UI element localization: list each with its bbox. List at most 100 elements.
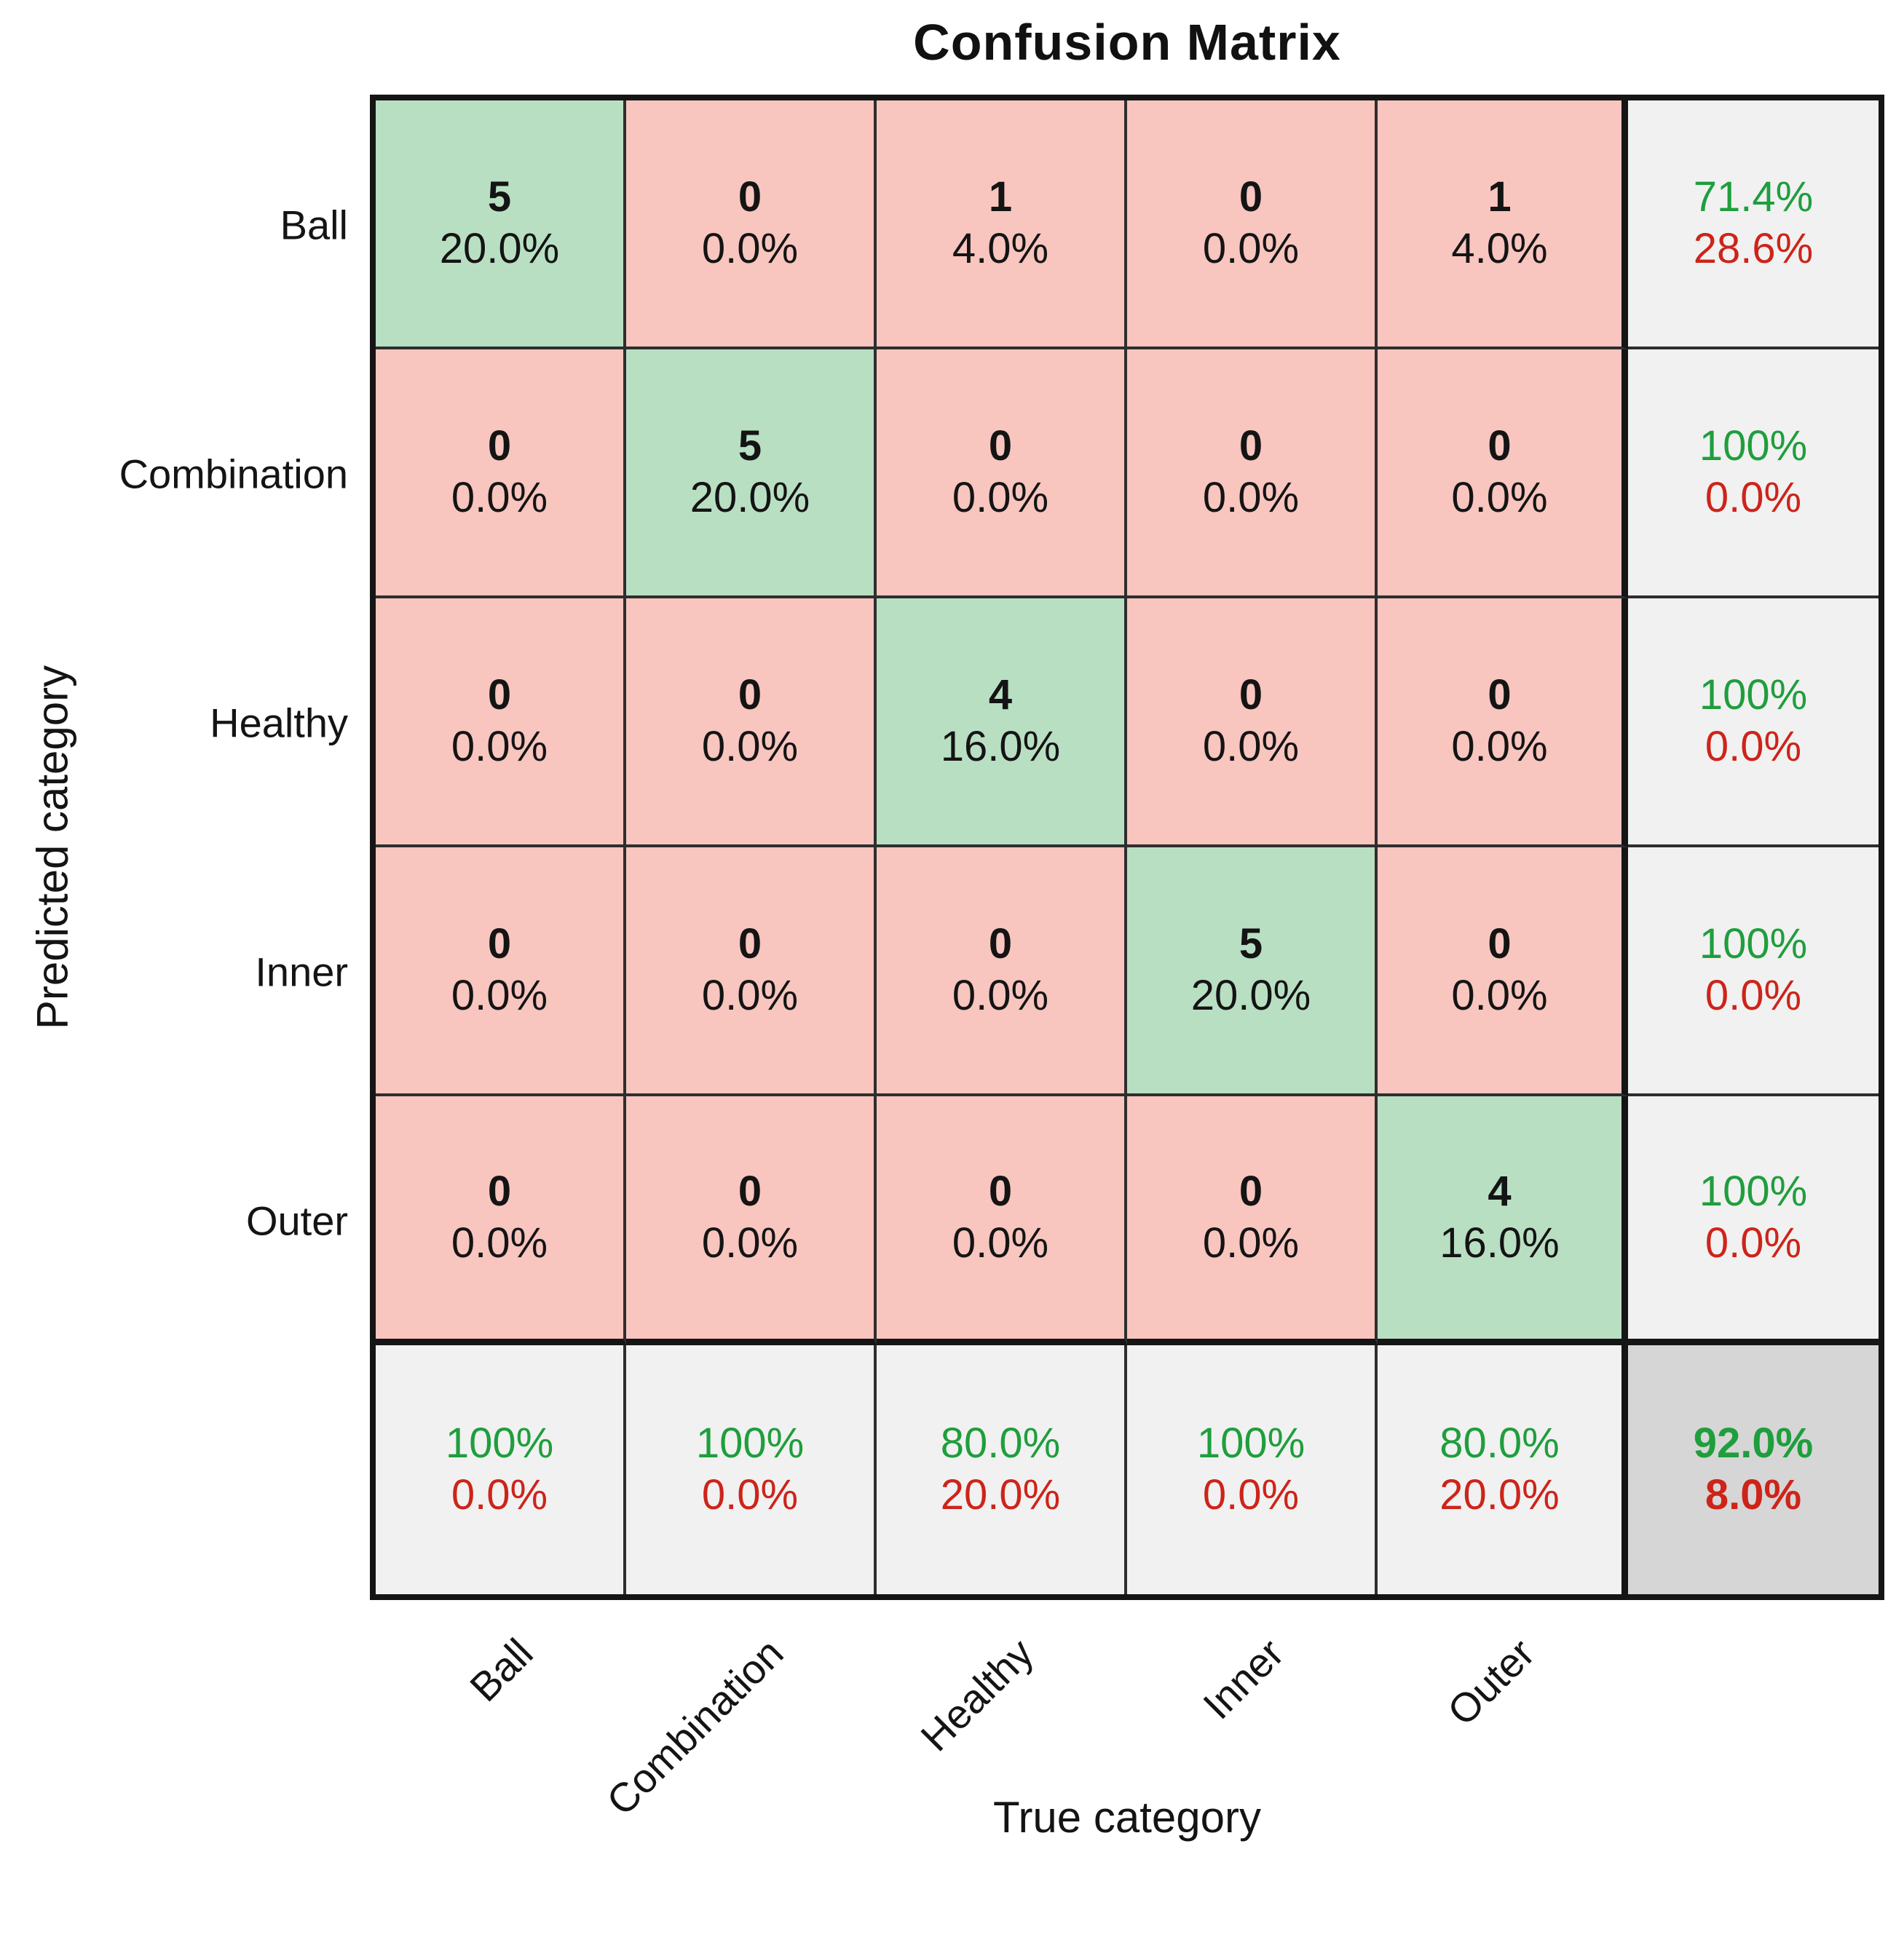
cell-count: 0	[1488, 920, 1512, 968]
cell-percent: 0.0%	[451, 1219, 548, 1267]
cell-count: 0	[738, 1167, 762, 1215]
summary-good-percent: 100%	[1699, 422, 1808, 470]
cell-count: 0	[738, 920, 762, 968]
summary-good-percent: 80.0%	[1439, 1420, 1560, 1468]
col-summary-c0: 100% 0.0%	[376, 1345, 626, 1594]
cell-count: 0	[738, 173, 762, 221]
cell-count: 4	[988, 671, 1013, 719]
cell-percent: 0.0%	[1202, 723, 1300, 770]
cell-count: 1	[988, 173, 1013, 221]
cell-percent: 0.0%	[701, 972, 799, 1019]
cell-percent: 0.0%	[1451, 972, 1548, 1019]
summary-bad-percent: 28.6%	[1693, 225, 1814, 272]
matrix-cell-r0c1: 0 0.0%	[626, 100, 877, 349]
matrix-cell-r4c4: 4 16.0%	[1378, 1096, 1628, 1345]
row-summary-r3: 100% 0.0%	[1628, 847, 1879, 1096]
y-tick-ball: Ball	[280, 202, 348, 248]
matrix-cell-r0c2: 1 4.0%	[877, 100, 1127, 349]
cell-percent: 0.0%	[1451, 723, 1548, 770]
row-summary-r4: 100% 0.0%	[1628, 1096, 1879, 1345]
overall-error-percent: 8.0%	[1704, 1471, 1802, 1519]
cell-percent: 0.0%	[1202, 474, 1300, 521]
summary-bad-percent: 20.0%	[1439, 1471, 1560, 1519]
cell-percent: 20.0%	[439, 225, 560, 272]
cell-count: 0	[988, 1167, 1013, 1215]
summary-bad-percent: 0.0%	[1704, 474, 1802, 521]
cell-percent: 4.0%	[952, 225, 1049, 272]
summary-bad-percent: 0.0%	[1704, 972, 1802, 1019]
cell-percent: 0.0%	[701, 225, 799, 272]
matrix-cell-r4c1: 0 0.0%	[626, 1096, 877, 1345]
cell-percent: 0.0%	[701, 1219, 799, 1267]
summary-bad-percent: 0.0%	[1202, 1471, 1300, 1519]
matrix-cell-r1c0: 0 0.0%	[376, 349, 626, 598]
matrix-cell-r3c0: 0 0.0%	[376, 847, 626, 1096]
matrix-cell-r1c2: 0 0.0%	[877, 349, 1127, 598]
matrix-cell-r2c0: 0 0.0%	[376, 598, 626, 847]
y-tick-inner: Inner	[255, 949, 348, 995]
y-tick-healthy: Healthy	[210, 700, 348, 746]
summary-good-percent: 100%	[1699, 671, 1808, 719]
cell-count: 0	[487, 920, 512, 968]
cell-count: 1	[1488, 173, 1512, 221]
summary-good-percent: 71.4%	[1693, 173, 1814, 221]
matrix-grid: 5 20.0% 0 0.0% 1 4.0% 0 0.0% 1 4.0% 71.4% 28.6…	[370, 95, 1884, 1600]
matrix-cell-r3c4: 0 0.0%	[1378, 847, 1628, 1096]
cell-percent: 0.0%	[451, 723, 548, 770]
summary-bad-percent: 20.0%	[940, 1471, 1061, 1519]
cell-percent: 4.0%	[1451, 225, 1548, 272]
cell-count: 0	[487, 671, 512, 719]
cell-percent: 16.0%	[940, 723, 1061, 770]
row-summary-r1: 100% 0.0%	[1628, 349, 1879, 598]
y-tick-outer: Outer	[245, 1197, 348, 1244]
cell-percent: 0.0%	[1202, 1219, 1300, 1267]
matrix-cell-r2c2: 4 16.0%	[877, 598, 1127, 847]
matrix-cell-r2c4: 0 0.0%	[1378, 598, 1628, 847]
matrix-cell-r3c2: 0 0.0%	[877, 847, 1127, 1096]
cell-count: 5	[1239, 920, 1263, 968]
cell-count: 4	[1488, 1167, 1512, 1215]
matrix-cell-r4c0: 0 0.0%	[376, 1096, 626, 1345]
summary-bad-percent: 0.0%	[1704, 723, 1802, 770]
cell-count: 5	[738, 422, 762, 470]
cell-percent: 20.0%	[1190, 972, 1311, 1019]
cell-percent: 0.0%	[952, 972, 1049, 1019]
cell-percent: 0.0%	[952, 1219, 1049, 1267]
matrix-cell-r4c2: 0 0.0%	[877, 1096, 1127, 1345]
matrix-cell-r4c3: 0 0.0%	[1127, 1096, 1378, 1345]
cell-percent: 0.0%	[451, 972, 548, 1019]
col-summary-c1: 100% 0.0%	[626, 1345, 877, 1594]
overall-accuracy-cell: 92.0% 8.0%	[1628, 1345, 1879, 1594]
col-summary-c4: 80.0% 20.0%	[1378, 1345, 1628, 1594]
cell-count: 0	[738, 671, 762, 719]
cell-count: 0	[1239, 1167, 1263, 1215]
matrix-cell-r0c4: 1 4.0%	[1378, 100, 1628, 349]
y-tick-combination: Combination	[119, 451, 348, 497]
cell-percent: 0.0%	[1202, 225, 1300, 272]
matrix-cell-r1c4: 0 0.0%	[1378, 349, 1628, 598]
summary-bad-percent: 0.0%	[451, 1471, 548, 1519]
cell-count: 0	[487, 422, 512, 470]
cell-count: 5	[487, 173, 512, 221]
summary-good-percent: 100%	[695, 1420, 805, 1468]
matrix-cell-r0c0: 5 20.0%	[376, 100, 626, 349]
cell-count: 0	[988, 422, 1013, 470]
row-summary-r2: 100% 0.0%	[1628, 598, 1879, 847]
matrix-cell-r0c3: 0 0.0%	[1127, 100, 1378, 349]
cell-count: 0	[1239, 671, 1263, 719]
cell-percent: 0.0%	[451, 474, 548, 521]
matrix-cell-r3c1: 0 0.0%	[626, 847, 877, 1096]
matrix-cell-r2c3: 0 0.0%	[1127, 598, 1378, 847]
summary-good-percent: 100%	[1699, 1167, 1808, 1215]
cell-percent: 0.0%	[952, 474, 1049, 521]
summary-bad-percent: 0.0%	[1704, 1219, 1802, 1267]
cell-percent: 20.0%	[690, 474, 810, 521]
cell-count: 0	[1488, 671, 1512, 719]
summary-good-percent: 100%	[445, 1420, 554, 1468]
matrix-cell-r3c3: 5 20.0%	[1127, 847, 1378, 1096]
chart-title: Confusion Matrix	[913, 14, 1341, 71]
cell-count: 0	[1488, 422, 1512, 470]
overall-accuracy-percent: 92.0%	[1693, 1420, 1814, 1468]
row-summary-r0: 71.4% 28.6%	[1628, 100, 1879, 349]
matrix-cell-r1c3: 0 0.0%	[1127, 349, 1378, 598]
